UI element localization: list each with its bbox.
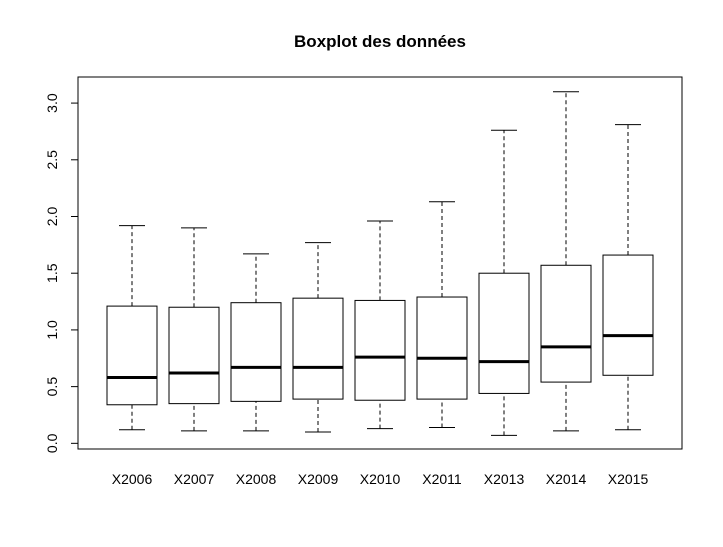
y-tick-label-4: 2.0 — [44, 207, 60, 227]
y-tick-label-1: 0.5 — [44, 377, 60, 397]
plot-frame — [77, 76, 683, 450]
x-tick-label-X2006: X2006 — [112, 471, 153, 487]
box-X2014 — [540, 91, 592, 432]
y-tick-label-5: 2.5 — [44, 150, 60, 170]
chart-title: Boxplot des données — [294, 32, 466, 51]
y-axis: 0.0 0.5 1.0 1.5 2.0 2.5 3.0 — [44, 93, 78, 453]
iqr-box — [602, 254, 654, 376]
box-X2006 — [106, 225, 158, 431]
iqr-box — [478, 272, 530, 394]
box-X2008 — [230, 253, 282, 432]
x-tick-label-X2011: X2011 — [422, 471, 462, 487]
iqr-box — [354, 299, 406, 401]
x-tick-label-X2009: X2009 — [298, 471, 339, 487]
x-tick-label-X2015: X2015 — [608, 471, 649, 487]
iqr-box — [540, 264, 592, 383]
iqr-box — [230, 302, 282, 402]
x-axis-labels: X2006 X2007 X2008 X2009 X2010 X2011 X2013 X2014… — [112, 471, 649, 487]
iqr-box — [168, 306, 220, 405]
y-tick-label-3: 1.5 — [44, 263, 60, 283]
y-tick-label-2: 1.0 — [44, 320, 60, 340]
box-X2009 — [292, 242, 344, 433]
box-X2011 — [416, 201, 468, 428]
box-X2007 — [168, 227, 220, 432]
iqr-box — [416, 296, 468, 400]
iqr-box — [292, 297, 344, 400]
x-tick-label-X2008: X2008 — [236, 471, 277, 487]
box-X2015 — [602, 124, 654, 431]
boxes — [106, 91, 654, 436]
iqr-box — [106, 305, 158, 406]
x-tick-label-X2010: X2010 — [360, 471, 401, 487]
box-X2010 — [354, 220, 406, 430]
y-tick-label-0: 0.0 — [44, 433, 60, 453]
x-tick-label-X2013: X2013 — [484, 471, 525, 487]
x-tick-label-X2014: X2014 — [546, 471, 587, 487]
x-tick-label-X2007: X2007 — [174, 471, 215, 487]
y-tick-label-6: 3.0 — [44, 93, 60, 113]
box-X2013 — [478, 129, 530, 436]
